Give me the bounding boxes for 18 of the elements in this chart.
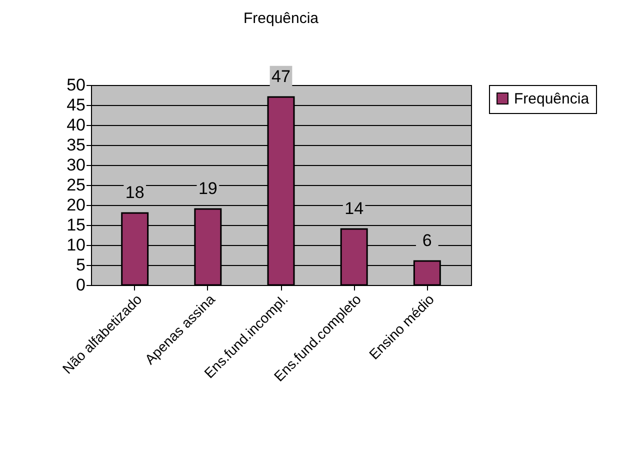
data-label: 18 [125, 183, 144, 202]
legend-label: Frequência [514, 90, 590, 108]
y-tick-label: 10 [66, 236, 86, 254]
y-tick-label: 20 [66, 196, 86, 214]
data-label: 6 [422, 231, 432, 250]
y-tick-label: 45 [66, 96, 86, 114]
chart-title: Frequência [243, 10, 320, 27]
y-tick-label: 50 [66, 76, 86, 94]
y-tick-label: 15 [66, 216, 86, 234]
data-label: 47 [272, 67, 290, 86]
data-label: 14 [344, 199, 364, 218]
y-tick-label: 35 [66, 136, 86, 154]
y-tick-label: 30 [66, 156, 86, 174]
y-tick-label: 0 [76, 276, 86, 294]
y-tick-label: 40 [66, 116, 86, 134]
y-tick-label: 5 [76, 256, 86, 274]
data-label: 19 [198, 179, 218, 198]
y-tick-label: 25 [66, 176, 86, 194]
